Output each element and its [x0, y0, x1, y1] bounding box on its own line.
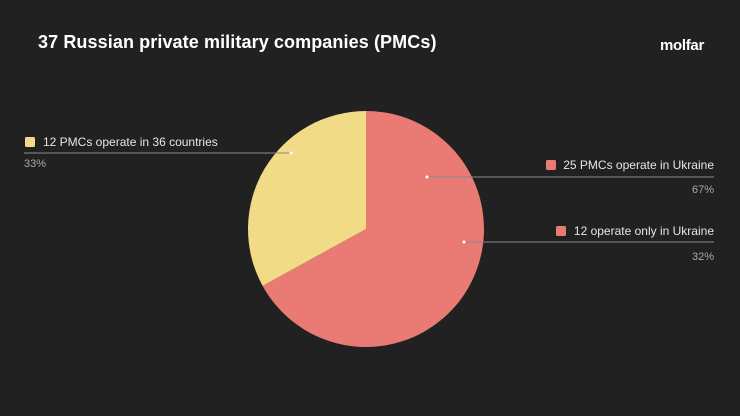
callout-ukraine-only: 12 operate only in Ukraine 32% [462, 224, 714, 263]
pie-slice-1 [248, 111, 366, 286]
slice-percent-red: 67% [692, 184, 714, 196]
annotation-percent-ukraine-only: 32% [692, 251, 714, 263]
slice-percent-yellow: 33% [24, 158, 46, 170]
legend-swatch-red [546, 160, 556, 170]
slice-label-red: 25 PMCs operate in Ukraine [563, 158, 714, 172]
legend-swatch-yellow [25, 137, 35, 147]
slice-label-yellow: 12 PMCs operate in 36 countries [43, 135, 218, 149]
chart-title: 37 Russian private military companies (P… [38, 32, 437, 52]
callout-red: 25 PMCs operate in Ukraine 67% [425, 158, 714, 196]
leader-dot-ukraine-only [462, 240, 466, 244]
leader-dot-yellow [289, 151, 293, 155]
annotation-label-ukraine-only: 12 operate only in Ukraine [574, 224, 714, 238]
pie-slice-0 [262, 111, 485, 348]
legend-swatch-ukraine-only [556, 226, 566, 236]
callout-yellow: 12 PMCs operate in 36 countries 33% [24, 135, 293, 170]
molfar-logo: molfar [659, 37, 704, 54]
leader-dot-red [425, 175, 429, 179]
